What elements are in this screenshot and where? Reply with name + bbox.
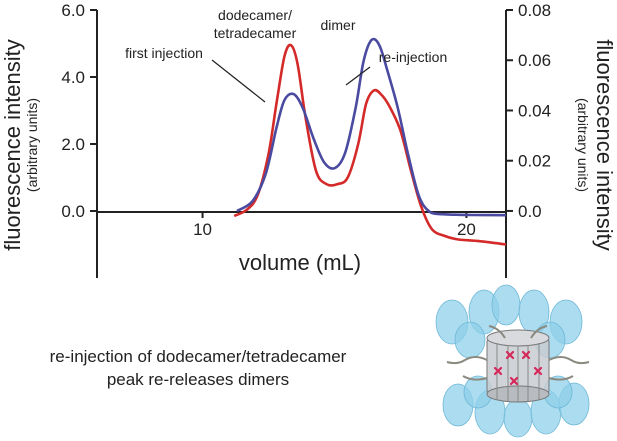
right-y-axis-label: fluorescence intensity [592,39,617,251]
right-y-ticks: 0.0 0.02 0.04 0.06 0.08 [506,1,551,221]
right-y-axis-sublabel: (arbitrary units) [575,98,591,192]
left-y-tick-label: 6.0 [61,1,85,20]
x-tick-label: 20 [457,220,476,239]
leader-first-injection [211,59,266,103]
protein-complex-illustration [435,284,590,438]
right-y-tick-label: 0.04 [518,101,551,120]
left-y-ticks: 0.0 2.0 4.0 6.0 [61,1,97,221]
x-tick-label: 10 [193,220,212,239]
left-y-axis-label: fluorescence intensity [0,39,25,251]
x-ticks: 10 20 [193,211,476,239]
right-y-tick-label: 0.08 [518,1,551,20]
series-line-first-injection [233,43,507,246]
annotation-dodecamer-line1: dodecamer/ [218,7,292,23]
right-y-tick-label: 0.0 [518,202,542,221]
caption-line1: re-injection of dodecamer/tetradecamer [50,347,347,366]
annotation-re-injection: re-injection [379,49,447,65]
leader-re-injection [345,66,371,86]
x-axis-label: volume (mL) [239,250,361,275]
right-y-tick-label: 0.06 [518,51,551,70]
annotation-first-injection: first injection [125,45,203,61]
caption-line2: peak re-releases dimers [107,370,289,389]
left-y-axis-sublabel: (arbitrary units) [24,98,40,192]
right-y-tick-label: 0.02 [518,152,551,171]
left-y-tick-label: 4.0 [61,68,85,87]
series-line-re-injection [236,37,507,217]
annotation-dodecamer-line2: tetradecamer [214,25,297,41]
left-y-tick-label: 0.0 [61,202,85,221]
annotation-dimer: dimer [320,17,355,33]
left-y-tick-label: 2.0 [61,135,85,154]
